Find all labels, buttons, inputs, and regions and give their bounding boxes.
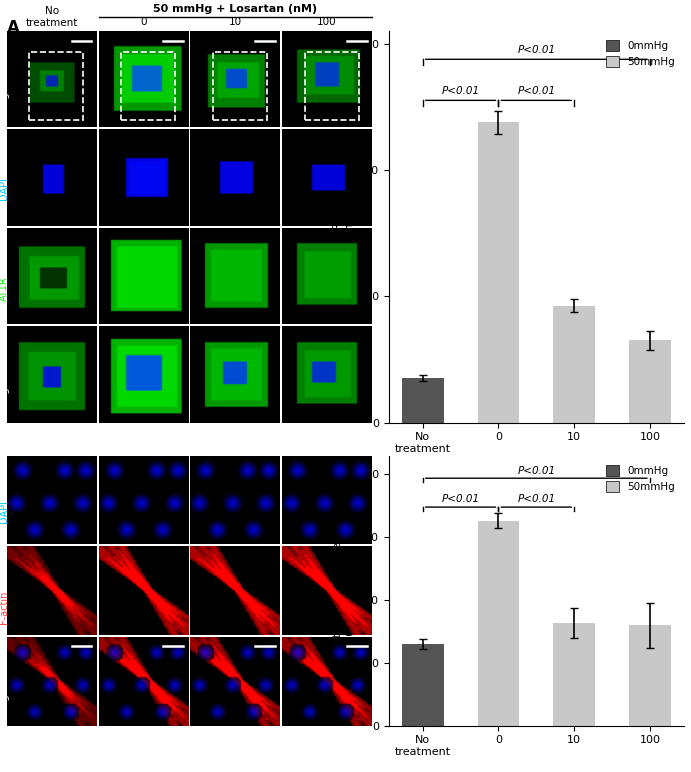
Bar bbox=[402, 644, 444, 726]
Y-axis label: Total F-actin per field
(Mean Intensity): Total F-actin per field (Mean Intensity) bbox=[333, 532, 355, 649]
Bar bbox=[477, 521, 519, 726]
Bar bbox=[553, 623, 595, 726]
Text: P<0.01: P<0.01 bbox=[518, 494, 556, 504]
Y-axis label: AT1R: AT1R bbox=[0, 276, 9, 300]
Text: P<0.01: P<0.01 bbox=[442, 494, 480, 504]
Text: P<0.01: P<0.01 bbox=[518, 86, 556, 96]
Bar bbox=[629, 625, 671, 726]
Bar bbox=[402, 378, 444, 422]
Text: 0: 0 bbox=[140, 17, 147, 27]
Y-axis label: DAPI: DAPI bbox=[0, 178, 9, 201]
Text: 100: 100 bbox=[317, 17, 337, 27]
Y-axis label: Merged: Merged bbox=[0, 681, 9, 718]
Y-axis label: Merged: Merged bbox=[0, 79, 9, 116]
Text: A: A bbox=[7, 19, 20, 37]
Text: P<0.01: P<0.01 bbox=[518, 466, 556, 476]
Bar bbox=[629, 340, 671, 422]
Bar bbox=[121, 52, 175, 120]
Y-axis label: Total AT1R per field
(Mean Intensity): Total AT1R per field (Mean Intensity) bbox=[333, 173, 355, 280]
Bar bbox=[553, 306, 595, 422]
Legend: 0mmHg, 50mmHg: 0mmHg, 50mmHg bbox=[602, 461, 679, 496]
Bar bbox=[213, 52, 267, 120]
Text: 10: 10 bbox=[229, 17, 242, 27]
Y-axis label: DAPI: DAPI bbox=[0, 500, 9, 523]
Text: No
treatment: No treatment bbox=[26, 6, 78, 28]
Text: P<0.01: P<0.01 bbox=[518, 46, 556, 56]
Y-axis label: Merged: Merged bbox=[0, 374, 9, 411]
Text: 50 mmHg + Losartan (nM): 50 mmHg + Losartan (nM) bbox=[153, 4, 317, 14]
Text: B: B bbox=[7, 396, 19, 414]
Y-axis label: F-actin: F-actin bbox=[0, 591, 9, 624]
Bar bbox=[477, 123, 519, 422]
Text: Losartan (nM): Losartan (nM) bbox=[536, 516, 613, 527]
Bar bbox=[30, 52, 84, 120]
Bar bbox=[305, 52, 359, 120]
Text: P<0.01: P<0.01 bbox=[442, 86, 480, 96]
Legend: 0mmHg, 50mmHg: 0mmHg, 50mmHg bbox=[602, 36, 679, 71]
